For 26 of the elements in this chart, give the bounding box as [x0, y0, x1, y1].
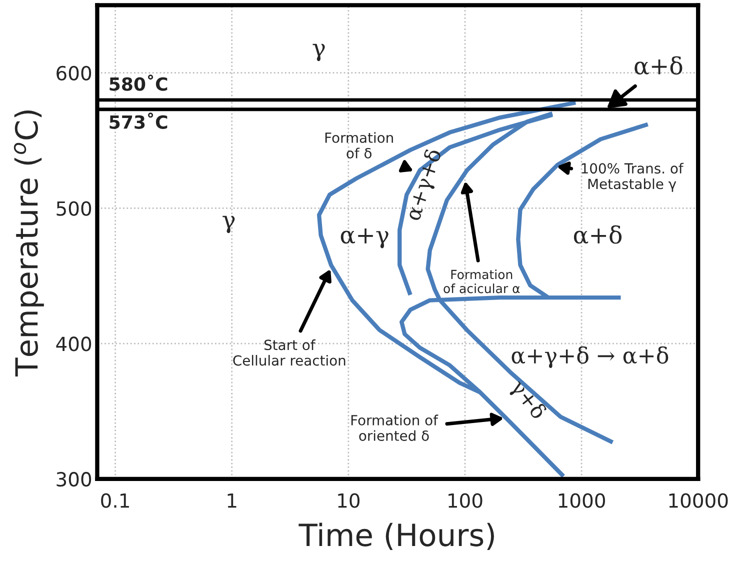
annotation: Start of Cellular reaction: [233, 339, 346, 366]
annotation: Formation of δ: [325, 132, 393, 158]
x-tick-label: 1000: [558, 493, 605, 508]
x-tick-label: 100: [448, 493, 482, 508]
annotation: γ: [312, 44, 325, 62]
annotation: Formation of acicular α: [444, 270, 520, 294]
y-tick-label: 300: [56, 472, 92, 487]
annotation: α+δ: [634, 56, 682, 75]
ref-line-label: 573˚C: [110, 112, 168, 129]
annotation: α+δ: [574, 225, 622, 244]
annotation: 100% Trans. of Metastable γ: [582, 162, 684, 192]
annotation: γ: [222, 216, 235, 234]
x-axis-title: Time (Hours): [298, 522, 494, 550]
x-tick-label: 1: [228, 493, 236, 508]
x-tick-label: 10: [338, 493, 360, 508]
annotation: Formation of oriented δ: [351, 414, 438, 441]
x-tick-label: 0.1: [101, 493, 129, 508]
annotation: α+γ+δ → α+δ: [512, 346, 668, 368]
y-axis-title: Temperature ($^{o}$C): [14, 110, 44, 376]
y-tick-label: 500: [56, 201, 92, 216]
x-tick-label: 10000: [669, 493, 728, 508]
annotation: α+γ: [340, 228, 388, 248]
y-tick-label: 600: [56, 66, 92, 81]
ref-line-label: 580˚C: [110, 74, 168, 91]
y-tick-label: 400: [56, 336, 92, 352]
annotation: α+γ+δ: [404, 148, 446, 223]
